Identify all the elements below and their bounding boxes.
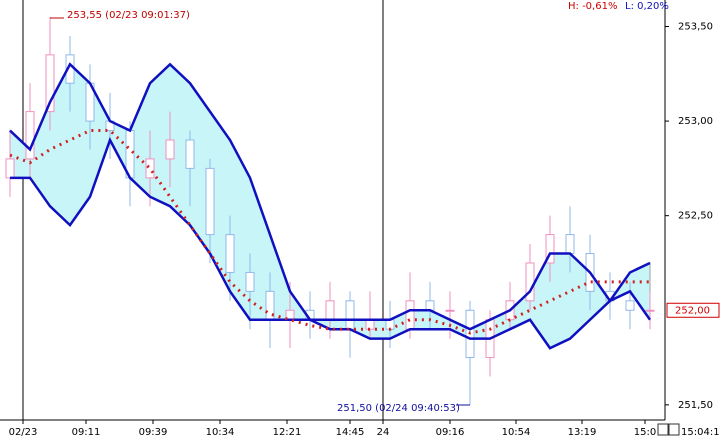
current-price-label: 252,00 — [675, 305, 710, 316]
candle-body — [205, 167, 215, 236]
x-tick-label: 13:19 — [568, 427, 597, 438]
y-tick-label: 251,50 — [678, 400, 713, 411]
zoom-icon[interactable] — [668, 423, 680, 436]
x-tick-label: 09:16 — [436, 427, 465, 438]
candle-body — [25, 111, 35, 160]
high-change: H: -0,61% — [568, 1, 617, 12]
x-tick-label: 09:11 — [72, 427, 101, 438]
band-upper — [9, 62, 651, 331]
x-tick-label: 10:34 — [206, 427, 235, 438]
low-change: L: 0,20% — [625, 1, 669, 12]
x-tick-label: 10:54 — [502, 427, 531, 438]
x-tick-label: 12:21 — [273, 427, 302, 438]
candle-body — [45, 54, 55, 113]
candle-body — [625, 300, 635, 311]
candle-body — [405, 300, 415, 330]
candle-body — [325, 300, 335, 321]
x-tick-label: 24 — [377, 427, 390, 438]
clock: 15:04:11 — [681, 427, 720, 438]
tool-icon[interactable] — [657, 423, 669, 436]
candle-body — [565, 234, 575, 255]
x-tick-label: 02/23 — [9, 427, 38, 438]
candle-body — [545, 234, 555, 264]
plot-area — [0, 0, 665, 420]
candle-body — [425, 300, 435, 311]
candle-body — [145, 158, 155, 179]
candle-body — [445, 309, 455, 312]
candle-body — [165, 139, 175, 160]
x-tick-label: 09:39 — [139, 427, 168, 438]
high-note: 253,55 (02/23 09:01:37) — [67, 10, 190, 21]
band-lower — [10, 136, 652, 350]
candle-body — [185, 139, 195, 169]
candle-body — [245, 271, 255, 292]
y-tick-label: 253,50 — [678, 21, 713, 32]
candle-body — [365, 319, 375, 330]
current-price-box — [666, 302, 720, 318]
y-tick-label: 253,00 — [678, 116, 713, 127]
candle-body — [345, 300, 355, 330]
candle-body — [5, 158, 15, 179]
x-tick-label: 14:45 — [336, 427, 365, 438]
y-tick-label: 252,50 — [678, 211, 713, 222]
low-note: 251,50 (02/24 09:40:53) — [337, 403, 460, 414]
x-tick-label: 15:0 — [634, 427, 656, 438]
candle-body — [645, 309, 655, 312]
candle-body — [225, 234, 235, 273]
